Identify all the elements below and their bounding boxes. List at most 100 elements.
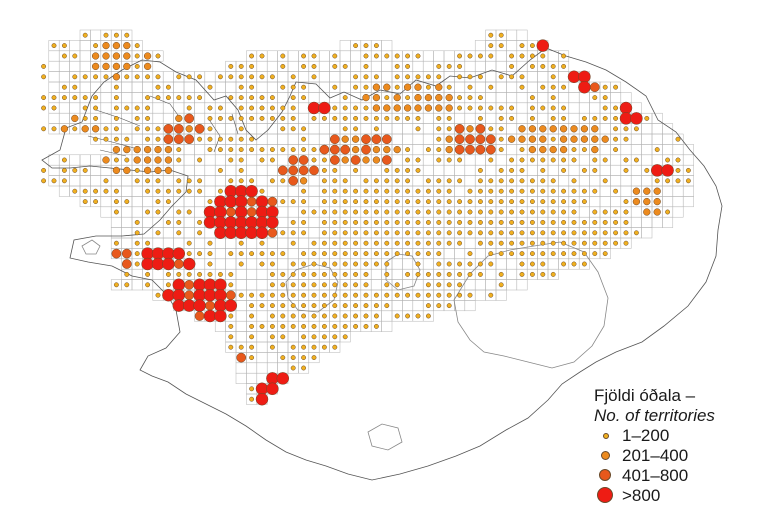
territory-dot: [280, 53, 286, 59]
territory-dot: [644, 167, 650, 173]
territory-dot: [384, 188, 390, 194]
territory-dot: [207, 261, 213, 267]
territory-dot: [249, 84, 255, 90]
territory-dot: [173, 259, 184, 269]
grid-cell: [464, 154, 476, 166]
territory-dot: [643, 197, 651, 206]
territory-dot: [415, 313, 421, 319]
territory-dot: [134, 251, 140, 257]
territory-dot: [217, 74, 223, 80]
territory-dot: [403, 83, 412, 91]
territory-dot: [457, 157, 463, 163]
territory-dot: [194, 123, 205, 134]
territory-dot: [103, 32, 109, 38]
grid-cell: [474, 289, 486, 301]
grid-cell: [526, 71, 538, 83]
territory-dot: [301, 219, 307, 225]
territory-dot: [301, 126, 307, 132]
territory-dot: [581, 240, 587, 246]
territory-dot: [383, 83, 391, 91]
territory-dot: [154, 145, 162, 154]
grid-cell: [620, 175, 632, 187]
territory-dot: [394, 63, 400, 69]
territory-dot: [372, 104, 381, 112]
territory-dot: [61, 167, 67, 173]
grid-cell: [152, 268, 164, 280]
territory-dot: [414, 93, 422, 102]
territory-dot: [361, 134, 371, 145]
grid-cell: [537, 71, 549, 83]
territory-dot: [311, 115, 317, 121]
territory-dot: [509, 230, 515, 236]
grid-cell: [173, 81, 185, 93]
grid-cell: [277, 206, 289, 218]
territory-dot: [311, 282, 317, 288]
territory-dot: [342, 126, 348, 132]
territory-dot: [384, 240, 390, 246]
grid-cell: [589, 102, 601, 114]
territory-dot: [113, 126, 119, 132]
grid-cell: [277, 237, 289, 249]
territory-dot: [571, 230, 577, 236]
territory-dot: [112, 73, 121, 81]
territory-dot: [321, 219, 327, 225]
territory-dot: [561, 230, 567, 236]
grid-cell: [48, 71, 60, 83]
territory-dot: [675, 178, 681, 184]
territory-dot: [550, 178, 556, 184]
territory-dot: [373, 188, 379, 194]
territory-dot: [477, 209, 483, 215]
territory-dot: [654, 178, 660, 184]
territory-dot: [176, 230, 182, 236]
grid-cell: [235, 320, 247, 332]
grid-cell: [246, 279, 258, 291]
territory-dot: [602, 251, 608, 257]
territory-dot: [207, 115, 213, 121]
grid-cell: [79, 154, 91, 166]
territory-dot: [613, 126, 619, 132]
grid-cell: [121, 185, 133, 197]
territory-dot: [112, 166, 121, 175]
territory-dot: [436, 230, 442, 236]
territory-dot: [225, 290, 236, 301]
territory-dot: [238, 63, 244, 69]
grid-cell: [672, 196, 684, 208]
territory-dot: [249, 136, 255, 142]
territory-dot: [342, 251, 348, 257]
grid-cell: [277, 258, 289, 270]
grid-cell: [183, 81, 195, 93]
territory-dot: [571, 199, 577, 205]
territory-dot: [280, 334, 286, 340]
grid-cell: [651, 133, 663, 145]
territory-dot: [424, 104, 433, 112]
grid-cell: [58, 102, 70, 114]
territory-dot: [353, 188, 359, 194]
territory-dot: [519, 271, 525, 277]
territory-dot: [539, 125, 547, 133]
territory-dot: [207, 240, 213, 246]
territory-dot: [580, 125, 589, 133]
territory-dot: [276, 372, 290, 385]
territory-dot: [332, 178, 338, 184]
territory-dot: [259, 105, 265, 111]
territory-dot: [446, 261, 452, 267]
territory-dot: [112, 62, 121, 71]
territory-dot: [425, 178, 431, 184]
territory-dot: [581, 147, 587, 153]
grid-cell: [142, 227, 154, 239]
grid-cell: [266, 237, 278, 249]
grid-cell: [412, 133, 424, 145]
grid-cell: [516, 29, 528, 41]
grid-cell: [256, 362, 268, 374]
territory-dot: [207, 84, 213, 90]
grid-cell: [464, 164, 476, 176]
grid-cell: [48, 81, 60, 93]
territory-dot: [485, 144, 496, 155]
territory-dot: [632, 187, 641, 195]
territory-dot: [61, 84, 67, 90]
territory-dot: [298, 155, 309, 165]
grid-cell: [360, 123, 372, 135]
territory-dot: [498, 32, 504, 38]
territory-dot: [228, 334, 234, 340]
grid-cell: [318, 81, 330, 93]
